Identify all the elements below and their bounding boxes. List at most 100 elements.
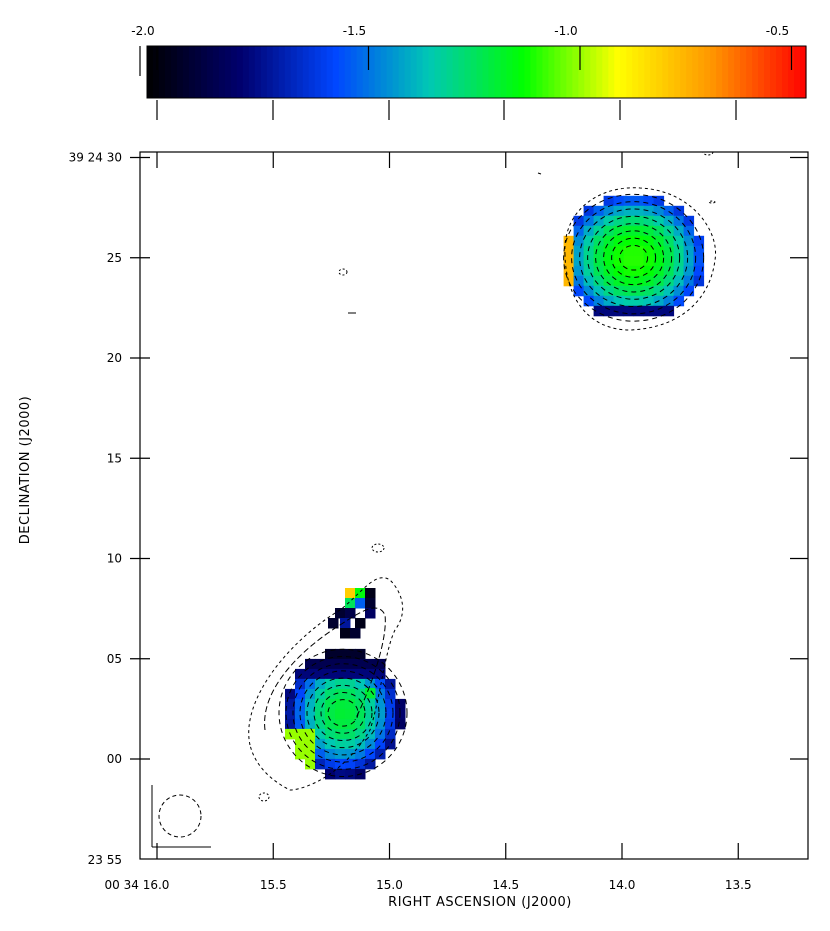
map-pixel xyxy=(365,718,376,730)
x-tick-label: 15.0 xyxy=(376,878,403,892)
map-pixel xyxy=(345,768,356,780)
map-pixel xyxy=(315,668,326,680)
map-pixel xyxy=(653,275,665,287)
map-pixel xyxy=(643,305,655,317)
map-pixel xyxy=(375,708,386,720)
colorbar-step xyxy=(440,46,448,98)
contour-line xyxy=(299,670,387,756)
colorbar-step xyxy=(770,46,777,98)
map-pixel xyxy=(663,245,675,257)
map-pixel xyxy=(623,255,635,267)
map-pixel xyxy=(315,708,326,720)
map-pixel xyxy=(328,618,339,629)
map-pixel xyxy=(583,295,595,307)
colorbar-step xyxy=(518,46,526,98)
colorbar-step xyxy=(476,46,484,98)
map-pixel xyxy=(603,205,615,217)
noise-contours xyxy=(258,152,716,802)
colorbar-step xyxy=(230,46,238,98)
map-pixel xyxy=(673,215,685,227)
map-pixel xyxy=(365,598,376,609)
colorbar-step xyxy=(560,46,567,98)
colorbar-step xyxy=(452,46,460,98)
contour-line xyxy=(248,577,404,791)
map-pixel xyxy=(335,738,346,750)
map-pixel xyxy=(335,608,346,619)
map-pixel xyxy=(593,285,605,297)
colorbar-step xyxy=(434,46,442,98)
colorbar-step xyxy=(698,46,705,98)
map-pixel xyxy=(365,678,376,690)
colorbar-step xyxy=(464,46,472,98)
colorbar-step xyxy=(626,46,633,98)
map-pixel xyxy=(355,588,366,599)
colorbar-step xyxy=(272,46,280,98)
colorbar-step xyxy=(728,46,735,98)
colorbar-tick-label: -0.5 xyxy=(766,24,789,38)
map-pixel xyxy=(623,205,635,217)
colorbar-step xyxy=(380,46,388,98)
map-pixel xyxy=(643,215,655,227)
map-pixel xyxy=(315,688,326,700)
colorbar-step xyxy=(734,46,741,98)
map-pixel xyxy=(653,215,665,227)
colorbar-step xyxy=(548,46,555,98)
map-pixel xyxy=(643,255,655,267)
map-pixel xyxy=(653,265,665,277)
map-pixel xyxy=(603,285,615,297)
map-pixel xyxy=(633,195,645,207)
colorbar-step xyxy=(650,46,657,98)
y-tick-label: 10 xyxy=(107,552,122,566)
map-pixel xyxy=(375,688,386,700)
colorbar-step xyxy=(722,46,729,98)
noise-contour xyxy=(258,792,270,802)
map-pixel xyxy=(573,235,585,247)
colorbar-step xyxy=(152,46,160,98)
map-pixel xyxy=(663,305,675,317)
colorbar-step xyxy=(746,46,753,98)
map-pixel xyxy=(335,698,346,710)
map-pixel xyxy=(345,608,356,619)
map-pixel xyxy=(335,728,346,740)
map-pixel xyxy=(593,215,605,227)
map-pixel xyxy=(673,245,685,257)
colorbar-step xyxy=(410,46,418,98)
map-pixel xyxy=(593,275,605,287)
map-pixel xyxy=(295,668,306,680)
colorbar-step xyxy=(680,46,687,98)
map-pixel xyxy=(340,618,351,629)
map-pixel xyxy=(623,235,635,247)
map-pixel xyxy=(683,275,695,287)
map-pixel xyxy=(633,265,645,277)
map-pixel xyxy=(365,658,376,670)
colorbar-step xyxy=(740,46,747,98)
y-tick-label: 00 xyxy=(107,752,122,766)
map-pixel xyxy=(355,658,366,670)
map-pixel xyxy=(295,708,306,720)
map-pixel xyxy=(305,738,316,750)
contour-line xyxy=(611,237,657,278)
y-tick-label: 15 xyxy=(107,451,122,465)
colorbar-step xyxy=(164,46,172,98)
map-pixel xyxy=(355,698,366,710)
colorbar-step xyxy=(782,46,789,98)
map-pixel xyxy=(355,598,366,609)
map-pixel xyxy=(573,265,585,277)
map-pixel xyxy=(305,758,316,770)
colorbar-step xyxy=(278,46,286,98)
map-pixel xyxy=(325,758,336,770)
y-tick-label: 05 xyxy=(107,652,122,666)
map-pixel xyxy=(673,205,685,217)
colorbar-step xyxy=(506,46,514,98)
map-pixel xyxy=(365,588,376,599)
map-pixel xyxy=(683,255,695,267)
contour-line xyxy=(579,208,689,308)
colorbar-step xyxy=(536,46,543,98)
map-pixel xyxy=(693,245,705,257)
map-pixel xyxy=(603,215,615,227)
map-pixel xyxy=(355,678,366,690)
map-pixel xyxy=(633,275,645,287)
colorbar-step xyxy=(194,46,202,98)
map-pixel xyxy=(315,698,326,710)
map-pixel xyxy=(593,305,605,317)
